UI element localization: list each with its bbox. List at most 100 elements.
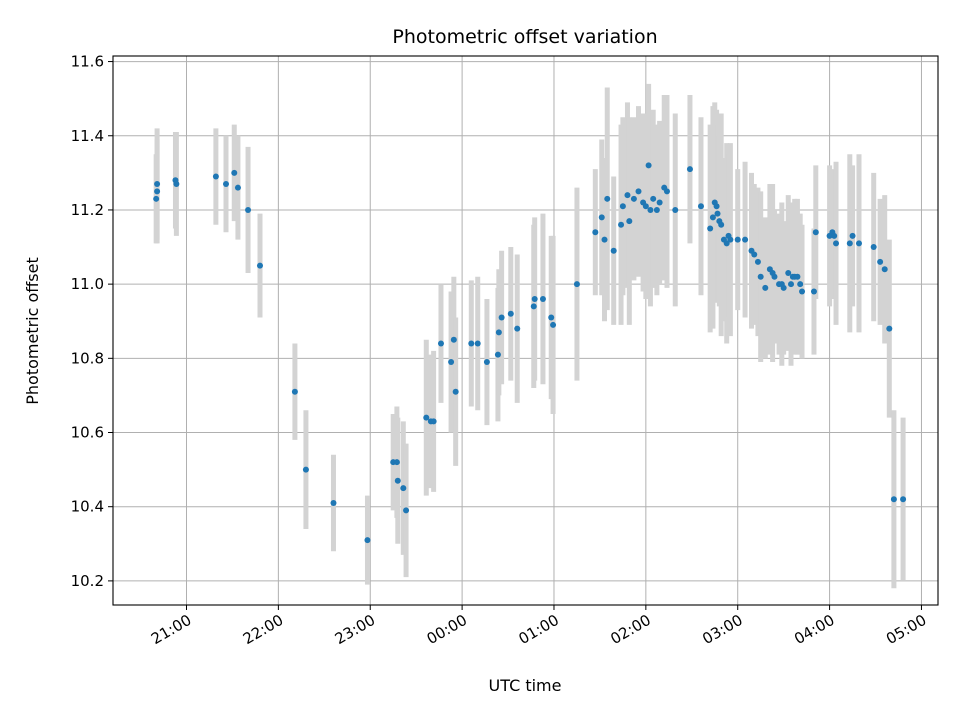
data-point xyxy=(154,188,161,195)
data-point xyxy=(812,229,819,236)
chart-title: Photometric offset variation xyxy=(392,26,657,48)
data-points xyxy=(153,162,907,544)
data-point xyxy=(650,195,657,202)
data-point xyxy=(364,537,371,544)
data-point xyxy=(400,485,407,492)
data-point xyxy=(598,214,605,221)
data-point xyxy=(601,236,608,243)
data-point xyxy=(833,240,840,247)
data-point xyxy=(855,240,862,247)
x-axis-title: UTC time xyxy=(489,676,562,695)
y-tick-label: 10.8 xyxy=(71,349,104,367)
data-point xyxy=(539,295,546,302)
data-point xyxy=(231,169,238,176)
data-point xyxy=(714,210,721,217)
data-point xyxy=(452,388,459,395)
data-point xyxy=(430,418,437,425)
data-point xyxy=(785,270,792,277)
data-point xyxy=(645,162,652,169)
data-point xyxy=(635,188,642,195)
data-point xyxy=(619,203,626,210)
data-point xyxy=(734,236,741,243)
data-point xyxy=(831,232,838,239)
data-point xyxy=(881,266,888,273)
data-point xyxy=(870,244,877,251)
data-point xyxy=(256,262,263,269)
data-point xyxy=(771,273,778,280)
data-point xyxy=(223,180,230,187)
y-tick-label: 10.6 xyxy=(71,424,104,442)
data-point xyxy=(754,258,761,265)
data-point xyxy=(212,173,219,180)
y-tick-label: 11.6 xyxy=(71,53,104,71)
data-point xyxy=(495,329,502,336)
data-point xyxy=(423,414,430,421)
data-point xyxy=(788,281,795,288)
data-point xyxy=(291,388,298,395)
data-point xyxy=(686,166,693,173)
data-point xyxy=(302,466,309,473)
y-tick-label: 11.2 xyxy=(71,201,104,219)
data-point xyxy=(886,325,893,332)
data-point xyxy=(849,232,856,239)
data-point xyxy=(630,195,637,202)
data-point xyxy=(780,284,787,291)
y-tick-label: 10.2 xyxy=(71,572,104,590)
data-point xyxy=(437,340,444,347)
data-point xyxy=(890,496,897,503)
data-point xyxy=(727,236,734,243)
data-point xyxy=(799,288,806,295)
data-point xyxy=(877,258,884,265)
data-point xyxy=(610,247,617,254)
data-point xyxy=(592,229,599,236)
data-point xyxy=(709,214,716,221)
y-tick-label: 10.4 xyxy=(71,498,104,516)
data-point xyxy=(713,203,720,210)
y-axis: 10.2 10.4 10.6 10.8 11.0 11.2 11.4 11.6 xyxy=(71,53,113,590)
data-point xyxy=(550,321,557,328)
data-point xyxy=(757,273,764,280)
data-point xyxy=(797,281,804,288)
y-tick-label: 11.4 xyxy=(71,127,104,145)
data-point xyxy=(153,195,160,202)
data-point xyxy=(531,295,538,302)
data-point xyxy=(173,180,180,187)
y-tick-label: 11.0 xyxy=(71,275,104,293)
data-point xyxy=(573,281,580,288)
data-point xyxy=(762,284,769,291)
data-point xyxy=(794,273,801,280)
data-point xyxy=(330,499,337,506)
data-point xyxy=(900,496,907,503)
data-point xyxy=(483,359,490,366)
data-point xyxy=(604,195,611,202)
data-point xyxy=(626,218,633,225)
data-point xyxy=(448,359,455,366)
data-point xyxy=(507,310,514,317)
data-point xyxy=(468,340,475,347)
data-point xyxy=(403,507,410,514)
data-point xyxy=(245,206,252,213)
data-point xyxy=(707,225,714,232)
data-point xyxy=(494,351,501,358)
data-point xyxy=(548,314,555,321)
data-point xyxy=(642,203,649,210)
data-point xyxy=(474,340,481,347)
data-point xyxy=(751,251,758,258)
data-point xyxy=(653,206,660,213)
data-point xyxy=(530,303,537,310)
data-point xyxy=(846,240,853,247)
data-point xyxy=(498,314,505,321)
data-point xyxy=(394,477,401,484)
data-point xyxy=(697,203,704,210)
data-point xyxy=(656,199,663,206)
data-point xyxy=(742,236,749,243)
data-point xyxy=(450,336,457,343)
data-point xyxy=(672,206,679,213)
data-point xyxy=(647,206,654,213)
grid xyxy=(113,56,938,605)
y-axis-title: Photometric offset xyxy=(23,257,42,405)
plot-frame xyxy=(112,55,939,606)
data-point xyxy=(723,240,730,247)
data-point xyxy=(618,221,625,228)
